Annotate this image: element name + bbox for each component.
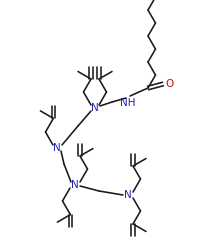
Text: N: N [124,190,132,200]
Text: N: N [71,180,79,190]
Text: NH: NH [120,98,136,108]
Text: N: N [53,143,61,153]
Text: N: N [91,103,99,113]
Text: O: O [165,79,173,89]
